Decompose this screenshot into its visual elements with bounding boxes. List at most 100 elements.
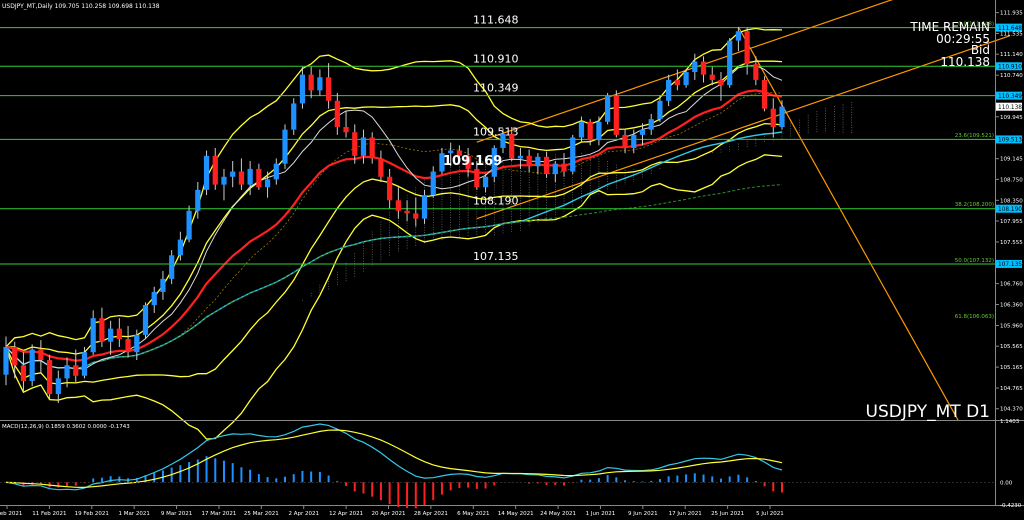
price-tag [996, 135, 1022, 144]
bull-candle [282, 129, 288, 164]
date-tick-label: 25 Jun 2021 [711, 511, 744, 517]
bear-candle [73, 365, 79, 376]
price-tick-label: 105.165 [1000, 365, 1023, 371]
bull-candle [683, 72, 689, 86]
bull-candle [491, 147, 497, 177]
bull-candle [631, 134, 637, 148]
price-tag-label: 110.910 [998, 64, 1022, 70]
bear-candle [387, 176, 393, 201]
date-tick-label: 28 Apr 2021 [414, 511, 448, 517]
bull-candle [186, 210, 192, 240]
fib-label: 23.6(109.521) [955, 133, 994, 139]
date-tick-label: 17 Mar 2021 [202, 511, 237, 517]
bear-candle [352, 132, 358, 156]
bollinger-upper-2 [5, 27, 783, 348]
bear-candle [474, 168, 480, 188]
price-tag-label: 110.138 [998, 105, 1022, 111]
bear-candle [674, 79, 680, 86]
level-label: 110.349 [473, 82, 519, 95]
bull-candle [221, 176, 227, 185]
date-tick-label: 12 Apr 2021 [329, 511, 363, 517]
bear-candle [20, 365, 27, 381]
bull-candle [500, 133, 506, 148]
date-tick-label: 1 Mar 2021 [118, 511, 149, 517]
bull-candle [134, 334, 140, 353]
level-label: 109.513 [473, 125, 519, 138]
price-tick-label: 108.750 [1000, 177, 1023, 183]
price-tag [996, 102, 1022, 111]
price-tick-label: 110.740 [1000, 73, 1023, 79]
bull-candle [160, 278, 166, 292]
time-remain-value: 00:29:55 [936, 32, 990, 46]
bear-candle [125, 339, 131, 353]
price-tick-label: 106.360 [1000, 303, 1023, 309]
level-label: 111.648 [473, 14, 519, 27]
bull-candle [247, 168, 253, 185]
price-tick-label: 108.350 [1000, 198, 1023, 204]
bull-candle [81, 352, 88, 376]
bull-candle [299, 74, 306, 104]
price-tag-label: 110.349 [998, 94, 1022, 100]
bear-candle [456, 150, 463, 156]
bear-candle [744, 31, 750, 65]
date-tick-label: 6 May 2021 [457, 511, 489, 517]
date-tick-label: 9 Mar 2021 [161, 511, 192, 517]
bear-candle [12, 346, 18, 366]
date-tick-label: 3 Feb 2021 [0, 511, 22, 517]
bear-candle [718, 79, 724, 86]
bull-candle [29, 349, 35, 381]
date-tick-label: 11 Feb 2021 [32, 511, 66, 517]
bear-candle [404, 210, 410, 214]
macd-tick-label: -0.4230 [1000, 503, 1022, 509]
price-tag-label: 111.648 [998, 26, 1022, 32]
bull-candle [177, 239, 183, 256]
bull-candle [142, 305, 149, 335]
bull-candle [151, 291, 157, 306]
price-tick-label: 106.760 [1000, 282, 1023, 288]
price-tick-label: 104.765 [1000, 386, 1023, 392]
bull-candle [421, 195, 428, 219]
date-tick-label: 9 Jun 2021 [628, 511, 658, 517]
bear-candle [587, 121, 593, 141]
bull-candle [578, 121, 585, 138]
price-tag [996, 23, 1022, 32]
bull-candle [291, 103, 297, 130]
price-tick-label: 104.370 [1000, 407, 1023, 413]
fib-label: 38.2(108.200) [955, 202, 994, 208]
bollinger-lower-1 [5, 122, 783, 385]
fib-label: 0.0(111.648) [958, 22, 994, 28]
bear-candle [509, 133, 515, 159]
bear-candle [761, 79, 768, 109]
price-tag-label: 109.513 [998, 138, 1022, 144]
macd-tick-label: 0.00 [1000, 480, 1013, 486]
level-label: 107.135 [473, 250, 519, 263]
bull-candle [570, 137, 576, 172]
level-label: 108.190 [473, 195, 519, 208]
bear-candle [308, 74, 314, 91]
fib-label: 61.8(106.063) [955, 314, 994, 320]
bull-candle [273, 163, 279, 180]
bear-candle [413, 213, 419, 219]
price-tag [996, 91, 1022, 100]
date-axis: 3 Feb 2021 11 Feb 2021 19 Feb 2021 1 Mar 20… [0, 505, 784, 517]
bull-candle [169, 255, 175, 279]
bull-candle [552, 163, 558, 175]
channel-line [476, 0, 894, 143]
bear-candle [561, 163, 567, 172]
bull-candle [108, 328, 114, 342]
macd-tick-label: 1.1403 [1000, 419, 1020, 425]
bear-candle [256, 168, 262, 188]
date-tick-label: 2 Apr 2021 [288, 511, 319, 517]
candles [3, 26, 785, 403]
price-tag [996, 259, 1022, 268]
bear-candle [212, 155, 218, 185]
bear-candle [613, 95, 619, 135]
horizontal-levels: 111.648 110.910 110.349 109.513 108.190 107.1… [0, 14, 995, 265]
bear-candle [526, 155, 532, 167]
bull-candle [639, 129, 646, 135]
price-tick-label: 111.935 [1000, 11, 1023, 17]
bull-candle [648, 119, 654, 130]
fib-labels: 0.0(111.648) 23.6(109.521) 38.2(108.200) 50… [955, 22, 994, 320]
bear-candle [395, 200, 401, 211]
